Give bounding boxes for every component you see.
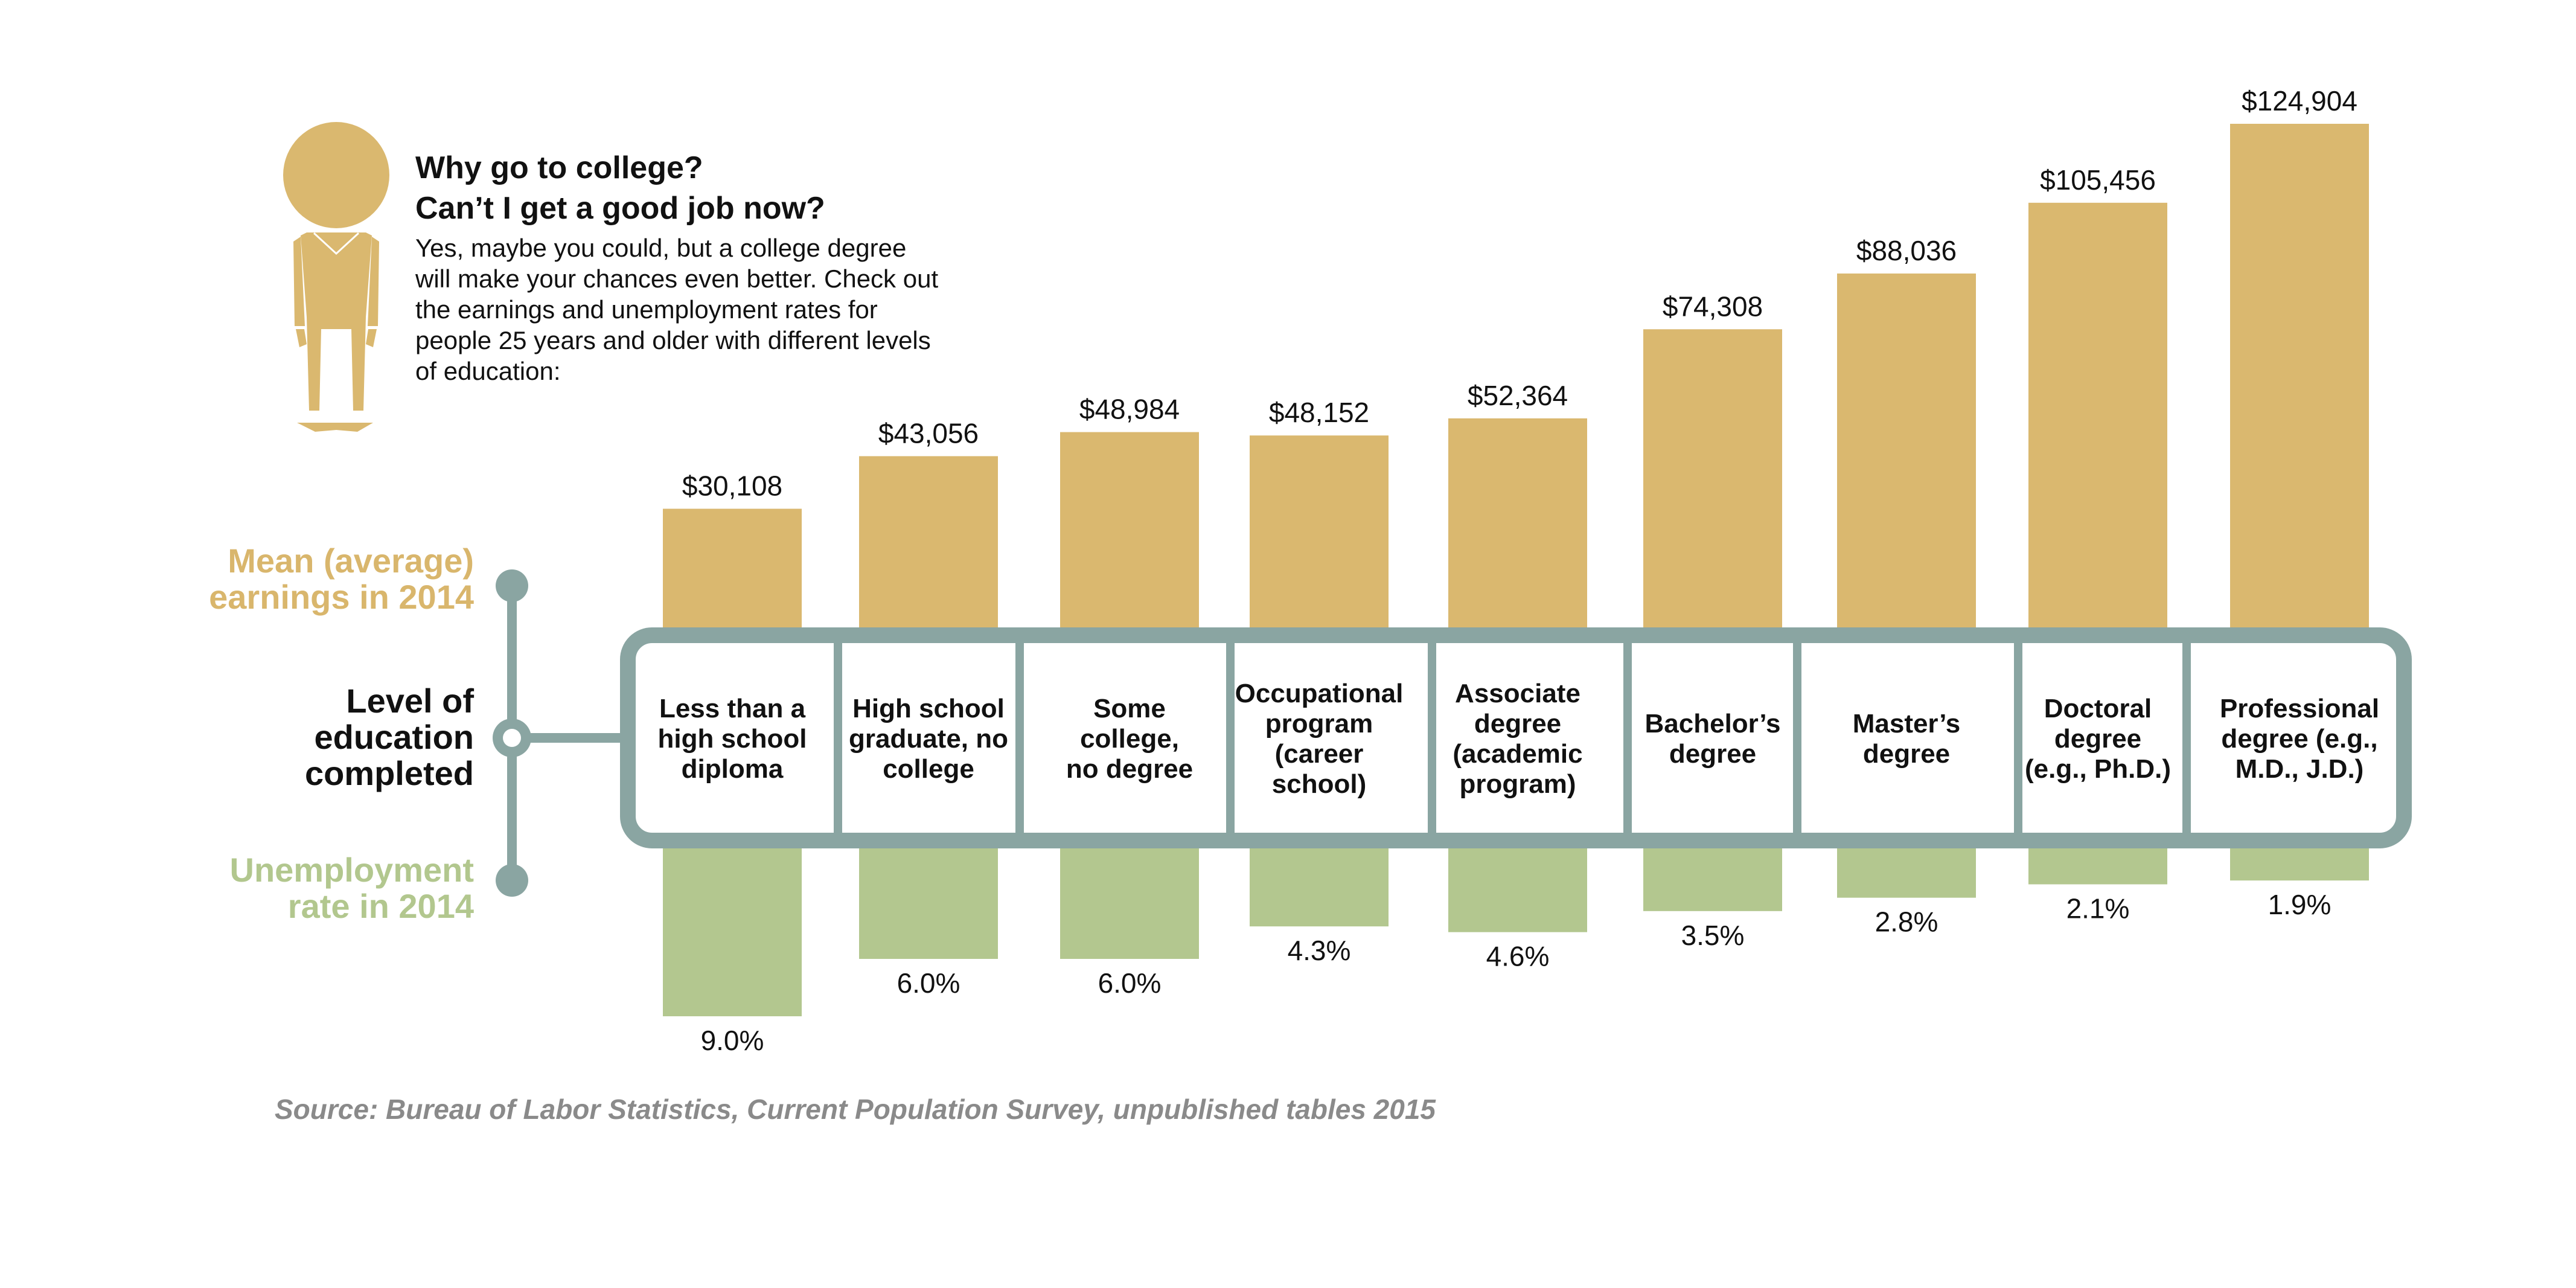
unemployment-bar (1643, 844, 1782, 911)
category-label: Bachelor’s degree (1645, 709, 1781, 769)
intro-body-line4: people 25 years and older with different… (415, 326, 931, 354)
category-label: Associate degree (academic program) (1453, 679, 1582, 799)
unemployment-bar (2230, 844, 2369, 881)
legend-level-line1: Level of (346, 682, 474, 720)
legend-level-line2: education (315, 718, 474, 756)
unemployment-bars (663, 844, 2369, 1016)
intro-body-line2: will make your chances even better. Chec… (415, 264, 938, 293)
band-dividers (834, 640, 2191, 836)
unemployment-bar (1250, 844, 1389, 927)
intro-body-line3: the earnings and unemployment rates for (415, 295, 878, 324)
intro-body-line1: Yes, maybe you could, but a college degr… (415, 234, 906, 262)
earnings-bar (1060, 432, 1199, 643)
earnings-bar (2230, 124, 2369, 643)
earnings-bar (2028, 202, 2167, 643)
earnings-value-labels: $30,108 $43,056 $48,984 $48,152 $52,364 $74,3… (682, 85, 2357, 502)
intro-body-line5: of education: (415, 357, 561, 385)
category-label: Doctoral degree (e.g., Ph.D.) (2025, 694, 2171, 784)
person-icon (283, 122, 389, 432)
earnings-value-label: $48,152 (1269, 397, 1369, 428)
education-level-band (620, 627, 2412, 848)
unemployment-value-label: 2.1% (2066, 893, 2130, 924)
unemployment-value-label: 2.8% (1875, 906, 1938, 938)
category-labels: Less than a high school diploma High school… (658, 679, 2379, 799)
unemployment-bar (1448, 844, 1587, 932)
earnings-value-label: $105,456 (2040, 164, 2156, 196)
unemployment-bar (859, 844, 998, 959)
legend-earnings-line2: earnings in 2014 (209, 578, 474, 616)
legend-earnings-line1: Mean (average) (228, 542, 474, 580)
earnings-bar (1448, 418, 1587, 643)
unemployment-value-label: 6.0% (1098, 967, 1162, 999)
earnings-bar (1250, 435, 1389, 643)
unemployment-value-label: 4.3% (1288, 935, 1351, 966)
earnings-value-label: $74,308 (1663, 290, 1763, 322)
earnings-bars (663, 124, 2369, 644)
legend-unemp-line2: rate in 2014 (288, 887, 474, 925)
unemployment-bar (2028, 844, 2167, 885)
intro-heading-line2: Can’t I get a good job now? (415, 191, 825, 226)
earnings-value-label: $124,904 (2242, 85, 2357, 117)
category-label: Less than a high school diploma (658, 694, 807, 784)
earnings-bar (1643, 329, 1782, 643)
category-label: Some college, no degree (1066, 694, 1193, 784)
unemployment-value-label: 3.5% (1681, 920, 1745, 951)
intro-text: Why go to college? Can’t I get a good jo… (415, 150, 938, 385)
legend-dot-earnings (496, 569, 528, 602)
legend-ring-level-inner (503, 729, 521, 747)
category-label: High school graduate, no college (849, 694, 1008, 784)
unemployment-bar (1060, 844, 1199, 959)
earnings-value-label: $43,056 (878, 417, 979, 449)
unemployment-value-label: 9.0% (701, 1025, 764, 1056)
category-label: Master’s degree (1853, 709, 1961, 769)
category-label: Occupational program (career school) (1235, 679, 1404, 799)
unemployment-value-label: 4.6% (1486, 941, 1550, 972)
earnings-value-label: $48,984 (1079, 394, 1180, 425)
unemployment-bar (663, 844, 802, 1016)
earnings-bar (859, 456, 998, 643)
unemployment-value-label: 6.0% (897, 967, 960, 999)
unemployment-value-label: 1.9% (2268, 889, 2332, 920)
unemployment-bar (1837, 844, 1976, 898)
intro-heading-line1: Why go to college? (415, 150, 703, 185)
legend-level-line3: completed (305, 754, 474, 792)
earnings-value-label: $52,364 (1468, 380, 1568, 411)
source-note: Source: Bureau of Labor Statistics, Curr… (275, 1094, 1436, 1125)
earnings-value-label: $88,036 (1856, 235, 1957, 266)
legend-unemp-line1: Unemployment (230, 851, 475, 889)
earnings-bar (1837, 273, 1976, 644)
legend-dot-unemployment (496, 864, 528, 897)
legend: Mean (average) earnings in 2014 Level of… (209, 542, 628, 925)
category-label: Professional degree (e.g., M.D., J.D.) (2220, 694, 2379, 784)
earnings-bar (663, 508, 802, 643)
unemployment-value-labels: 9.0% 6.0% 6.0% 4.3% 4.6% 3.5% 2.8% 2.1% 1.9% (701, 889, 2332, 1056)
earnings-value-label: $30,108 (682, 470, 782, 502)
